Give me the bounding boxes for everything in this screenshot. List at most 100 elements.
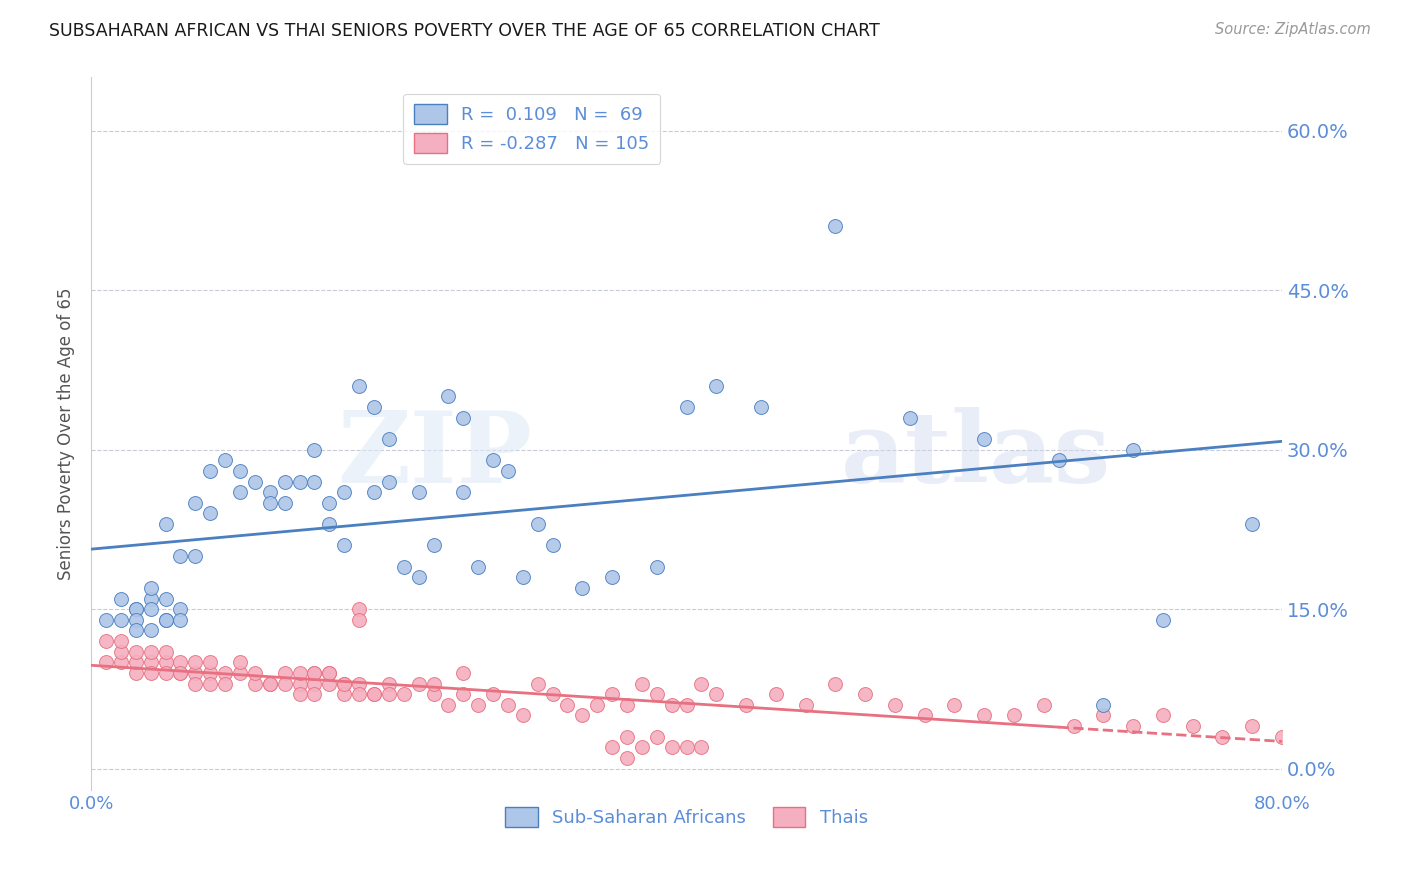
Point — [690, 676, 713, 690]
Point — [363, 687, 385, 701]
Point — [139, 581, 162, 595]
Point — [229, 485, 252, 500]
Point — [333, 676, 356, 690]
Point — [243, 665, 266, 680]
Point — [304, 442, 326, 457]
Point — [110, 591, 132, 606]
Point — [125, 602, 148, 616]
Point — [1092, 698, 1115, 712]
Point — [616, 751, 638, 765]
Point — [139, 645, 162, 659]
Point — [482, 687, 505, 701]
Point — [125, 665, 148, 680]
Point — [422, 538, 444, 552]
Point — [661, 740, 683, 755]
Point — [155, 645, 177, 659]
Point — [200, 507, 222, 521]
Point — [184, 676, 207, 690]
Point — [184, 496, 207, 510]
Point — [318, 665, 340, 680]
Point — [704, 687, 727, 701]
Point — [243, 475, 266, 489]
Point — [645, 687, 668, 701]
Point — [1181, 719, 1204, 733]
Point — [155, 591, 177, 606]
Point — [347, 602, 370, 616]
Point — [600, 570, 623, 584]
Point — [139, 624, 162, 638]
Point — [273, 475, 295, 489]
Point — [214, 676, 236, 690]
Point — [467, 559, 489, 574]
Point — [884, 698, 907, 712]
Point — [229, 655, 252, 669]
Point — [704, 379, 727, 393]
Point — [333, 485, 356, 500]
Point — [1032, 698, 1054, 712]
Point — [616, 730, 638, 744]
Point — [288, 475, 311, 489]
Point — [125, 624, 148, 638]
Point — [363, 485, 385, 500]
Point — [155, 665, 177, 680]
Point — [914, 708, 936, 723]
Point — [408, 485, 430, 500]
Point — [363, 400, 385, 414]
Point — [304, 687, 326, 701]
Point — [571, 708, 593, 723]
Point — [661, 698, 683, 712]
Point — [392, 687, 415, 701]
Point — [898, 410, 921, 425]
Point — [378, 676, 401, 690]
Point — [541, 687, 564, 701]
Point — [259, 676, 281, 690]
Point — [600, 687, 623, 701]
Point — [512, 570, 534, 584]
Point — [408, 676, 430, 690]
Point — [453, 665, 475, 680]
Point — [616, 698, 638, 712]
Point — [200, 665, 222, 680]
Point — [1063, 719, 1085, 733]
Point — [408, 570, 430, 584]
Legend: Sub-Saharan Africans, Thais: Sub-Saharan Africans, Thais — [498, 800, 876, 834]
Point — [169, 665, 191, 680]
Point — [853, 687, 876, 701]
Point — [259, 676, 281, 690]
Point — [259, 485, 281, 500]
Point — [139, 655, 162, 669]
Point — [229, 665, 252, 680]
Point — [169, 665, 191, 680]
Point — [631, 740, 654, 755]
Point — [347, 379, 370, 393]
Point — [214, 665, 236, 680]
Point — [765, 687, 787, 701]
Point — [229, 464, 252, 478]
Point — [125, 602, 148, 616]
Point — [378, 475, 401, 489]
Point — [422, 676, 444, 690]
Point — [304, 475, 326, 489]
Point — [169, 655, 191, 669]
Point — [482, 453, 505, 467]
Point — [94, 613, 117, 627]
Point — [214, 453, 236, 467]
Point — [288, 676, 311, 690]
Point — [259, 496, 281, 510]
Point — [1241, 517, 1264, 532]
Point — [1002, 708, 1025, 723]
Point — [273, 665, 295, 680]
Point — [1271, 730, 1294, 744]
Point — [541, 538, 564, 552]
Point — [735, 698, 758, 712]
Point — [200, 464, 222, 478]
Point — [794, 698, 817, 712]
Point — [453, 410, 475, 425]
Point — [333, 687, 356, 701]
Point — [318, 517, 340, 532]
Point — [318, 496, 340, 510]
Point — [690, 740, 713, 755]
Point — [243, 676, 266, 690]
Text: ZIP: ZIP — [337, 407, 531, 504]
Point — [378, 432, 401, 446]
